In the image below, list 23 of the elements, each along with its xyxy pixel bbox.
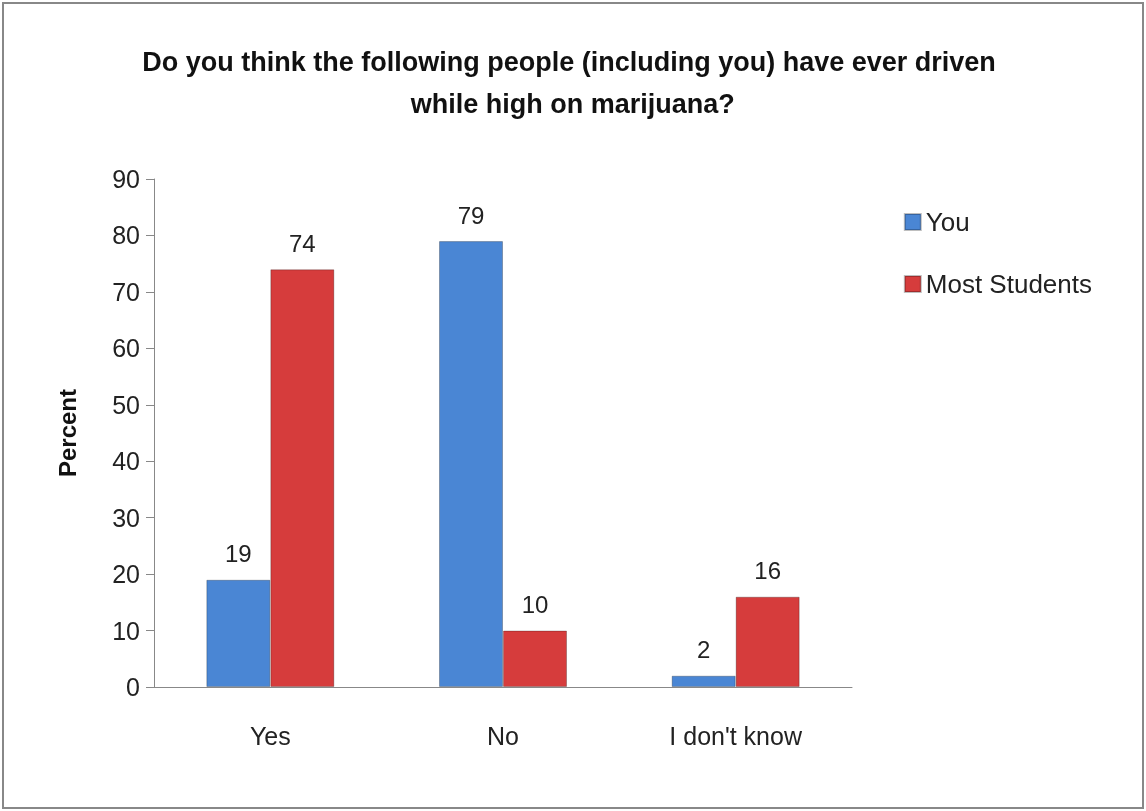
legend-label: Most Students [925,269,1093,299]
y-tick-label: 10 [112,616,140,645]
y-axis-title: Percent [53,388,81,478]
y-tick-label: 30 [112,503,140,532]
y-tick-label: 40 [112,447,140,476]
x-tick-label: I don't know [669,721,803,750]
x-tick-label: Yes [249,721,291,750]
y-tick-label: 20 [112,560,140,589]
data-label: 74 [288,229,316,257]
y-tick-label: 80 [112,221,140,250]
y-tick-label: 70 [112,277,140,306]
x-tick-label: No [487,721,519,750]
chart-title: Do you think the following people (including you) have ever driven while high on marijuana? [142,47,996,119]
data-label: 10 [521,591,549,619]
y-tick-label: 0 [126,673,140,701]
legend-label: You [925,207,970,237]
y-tick-label: 50 [112,390,140,419]
data-label: 2 [696,636,711,664]
y-tick-label: 90 [112,165,140,193]
data-label: 19 [224,540,252,568]
data-label: 79 [457,201,485,229]
data-label: 16 [754,557,782,585]
y-tick-label: 60 [112,334,140,363]
